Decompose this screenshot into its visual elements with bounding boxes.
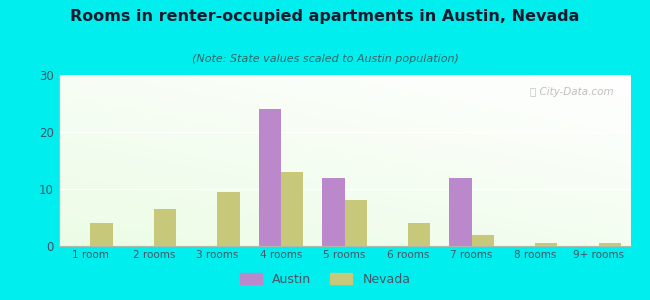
Bar [281,172,303,246]
Bar [599,243,621,246]
Bar [408,223,430,246]
Bar [449,178,472,246]
Bar [90,223,112,246]
Bar [472,235,494,246]
Bar [154,209,176,246]
Bar [344,200,367,246]
Bar [217,192,240,246]
Text: ⓘ City-Data.com: ⓘ City-Data.com [530,87,614,97]
Legend: Austin, Nevada: Austin, Nevada [235,268,415,291]
Text: Rooms in renter-occupied apartments in Austin, Nevada: Rooms in renter-occupied apartments in A… [70,9,580,24]
Text: (Note: State values scaled to Austin population): (Note: State values scaled to Austin pop… [192,54,458,64]
Bar [259,109,281,246]
Bar [535,243,558,246]
Bar [322,178,344,246]
